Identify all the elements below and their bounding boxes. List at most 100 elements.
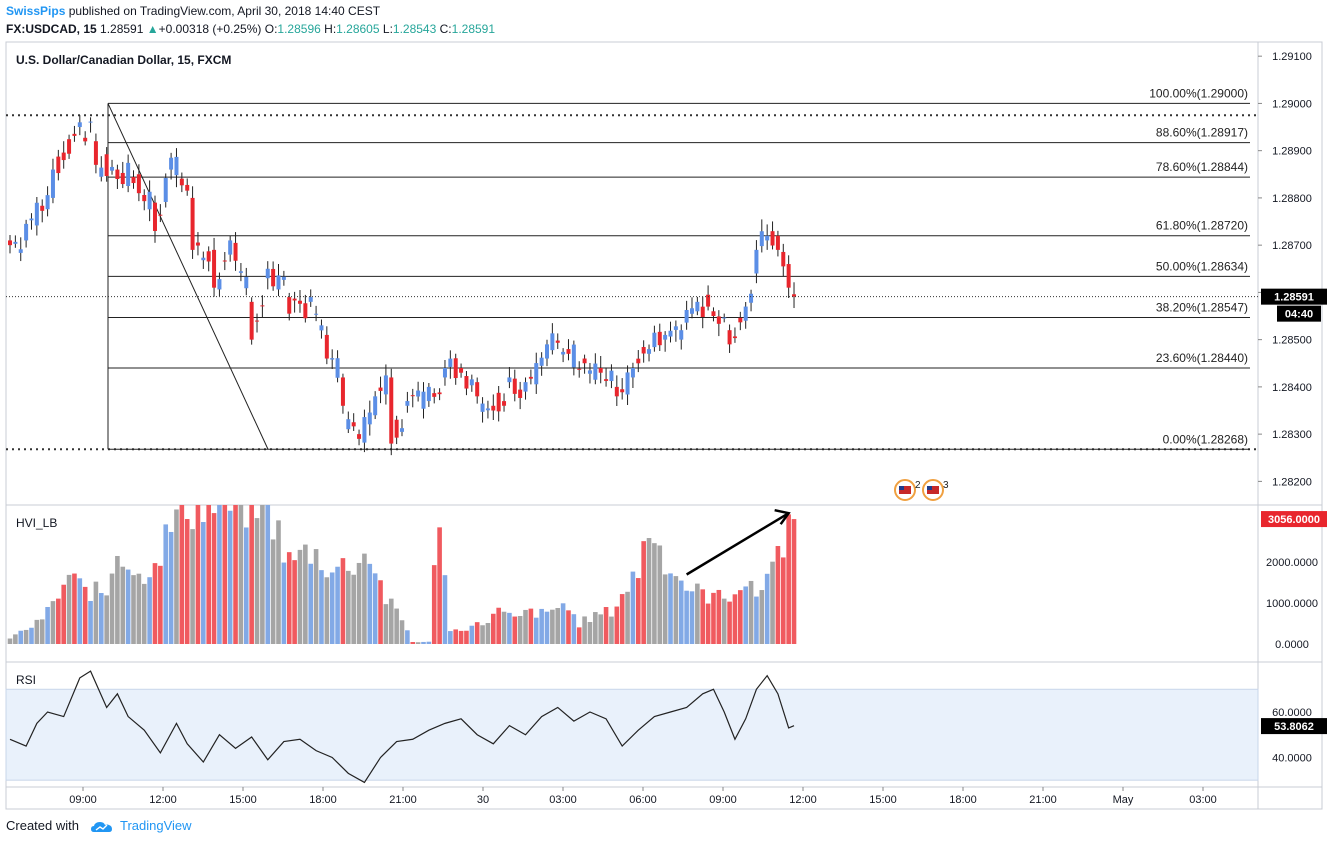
candle-body [222, 260, 227, 262]
price-pane-title: U.S. Dollar/Canadian Dollar, 15, FXCM [16, 53, 231, 67]
hvi-bar [201, 522, 206, 644]
hvi-bar [711, 592, 716, 644]
hvi-bar [480, 625, 485, 644]
hvi-bar [260, 505, 265, 644]
candle-body [786, 264, 791, 288]
fib-level-label: 88.60%(1.28917) [1156, 126, 1248, 140]
candle-body [464, 376, 469, 389]
hvi-bar [399, 620, 405, 644]
hvi-bar [72, 573, 77, 644]
hvi-bar [88, 600, 93, 644]
hvi-bar [405, 630, 410, 644]
open-value: 1.28596 [277, 22, 321, 36]
hvi-bar [619, 594, 625, 644]
hvi-bar [136, 573, 142, 644]
candle-body [604, 379, 609, 381]
hvi-bar [485, 623, 491, 644]
candle-body [711, 311, 716, 317]
candle-body [695, 301, 700, 312]
candle-body [775, 235, 780, 250]
candle-body [255, 320, 260, 322]
candle-body [539, 357, 544, 366]
candle-body [238, 271, 243, 273]
candle-body [169, 157, 174, 170]
price-tick-label: 1.28800 [1272, 193, 1312, 205]
candle-body [357, 434, 362, 439]
hvi-bar [469, 625, 475, 644]
candle-body [324, 334, 329, 359]
candle-body [743, 306, 748, 321]
candle-body [93, 141, 98, 165]
candle-body [620, 389, 625, 393]
hvi-bar [23, 629, 29, 644]
candle-body [281, 276, 286, 280]
hvi-bar [431, 565, 437, 644]
hvi-bar [50, 601, 56, 644]
candle-body [722, 317, 727, 319]
candle-body [190, 197, 195, 250]
price-pane[interactable]: U.S. Dollar/Canadian Dollar, 15, FXCM 1.2… [6, 51, 1327, 501]
hvi-bar [421, 641, 426, 644]
candle-body [346, 419, 351, 430]
fib-level-label: 0.00%(1.28268) [1163, 432, 1248, 446]
hvi-bar [125, 569, 131, 644]
hvi-bar [356, 562, 362, 644]
candle-body [185, 184, 190, 191]
hvi-bar [168, 531, 174, 644]
candle-body [104, 154, 109, 177]
hvi-bar [383, 604, 389, 644]
hvi-bar [598, 614, 603, 644]
hvi-bar [179, 505, 185, 644]
open-label: O: [264, 22, 278, 36]
candle-body [351, 422, 356, 427]
hvi-last-tag [1261, 511, 1327, 528]
candle-body [40, 205, 45, 211]
hvi-bar [238, 505, 244, 644]
fib-level-label: 38.20%(1.28547) [1156, 300, 1248, 314]
hvi-bar [233, 505, 238, 644]
rsi-last-value: 53.8062 [1274, 721, 1314, 733]
candle-body [459, 367, 464, 373]
publisher-name[interactable]: SwissPips [6, 4, 66, 18]
hvi-bar [367, 563, 373, 644]
candle-body [228, 240, 233, 255]
hvi-bar [442, 575, 448, 644]
hvi-bar [276, 520, 281, 644]
rsi-pane[interactable]: RSI 60.0000 40.0000 53.8062 [5, 670, 1327, 784]
time-tick-label: 12:00 [149, 794, 177, 806]
hvi-bar [657, 545, 663, 644]
hvi-pane[interactable]: HVI_LB3000.00002000.00001000.00000.00003… [7, 505, 1327, 651]
hvi-bar [104, 595, 109, 644]
hvi-bar [141, 583, 147, 644]
candle-body [582, 358, 587, 364]
hvi-bar [786, 514, 791, 644]
hvi-bar [13, 634, 18, 644]
hvi-bar [158, 565, 163, 644]
hvi-bar [378, 580, 383, 644]
hvi-bar [372, 573, 378, 644]
candle-body [308, 297, 313, 302]
change-arrow: ▲ [146, 22, 159, 36]
time-tick-label: 12:00 [789, 794, 817, 806]
hvi-bar [593, 612, 598, 644]
hvi-bar [39, 619, 45, 644]
hvi-bar [721, 598, 727, 644]
candle-body [426, 386, 431, 402]
hvi-bar [614, 606, 620, 644]
time-tick-label: 06:00 [629, 794, 657, 806]
tradingview-brand[interactable]: TradingView [120, 818, 192, 833]
candle-body [249, 301, 254, 340]
price-tick-label: 1.28200 [1272, 476, 1312, 488]
high-value: 1.28605 [336, 22, 380, 36]
candle-body [555, 340, 560, 343]
candle-body [340, 377, 345, 406]
hvi-bar [131, 575, 136, 644]
hvi-bar [791, 519, 797, 644]
hvi-bar [754, 596, 759, 644]
candle-body [754, 249, 759, 274]
time-axis[interactable]: 09:00 12:00 15:00 18:00 21:00 30 03:00 06:00 09:… [69, 787, 1217, 806]
trend-arrow-icon [685, 512, 790, 576]
candle-body [416, 390, 421, 397]
fib-level-label: 50.00%(1.28634) [1156, 259, 1248, 273]
